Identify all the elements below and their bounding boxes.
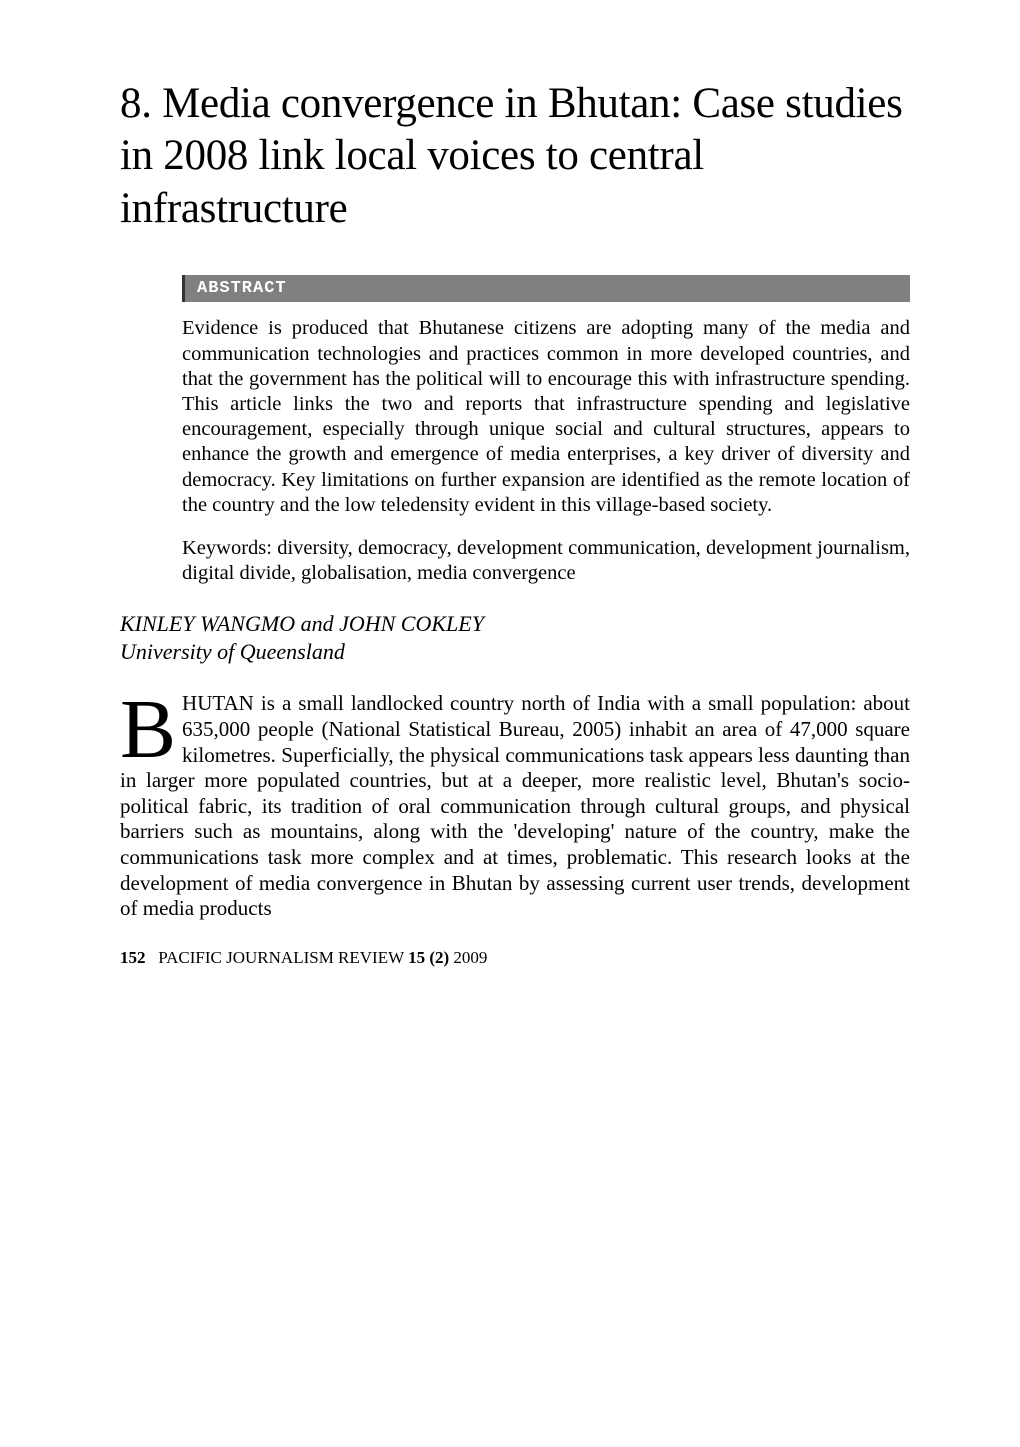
keywords: Keywords: diversity, democracy, developm…: [182, 536, 910, 586]
abstract-section: ABSTRACT Evidence is produced that Bhuta…: [182, 275, 910, 586]
byline: KINLEY WANGMO and JOHN COKLEY University…: [120, 610, 910, 665]
page-footer: 152 PACIFIC JOURNALISM REVIEW 15 (2) 200…: [120, 948, 910, 968]
abstract-label: ABSTRACT: [182, 275, 910, 302]
footer-year: 2009: [453, 948, 487, 967]
byline-affiliation: University of Queensland: [120, 638, 910, 666]
abstract-text: Evidence is produced that Bhutanese citi…: [182, 316, 910, 518]
dropcap: B: [120, 693, 182, 763]
body-text: HUTAN is a small landlocked country nort…: [120, 691, 910, 920]
footer-spacer: [150, 948, 159, 967]
footer-journal: PACIFIC JOURNALISM REVIEW: [158, 948, 404, 967]
footer-issue: 15 (2): [408, 948, 449, 967]
body-paragraph: BHUTAN is a small landlocked country nor…: [120, 691, 910, 921]
footer-page-number: 152: [120, 948, 146, 967]
article-title: 8. Media convergence in Bhutan: Case stu…: [120, 78, 910, 235]
byline-authors: KINLEY WANGMO and JOHN COKLEY: [120, 610, 910, 638]
